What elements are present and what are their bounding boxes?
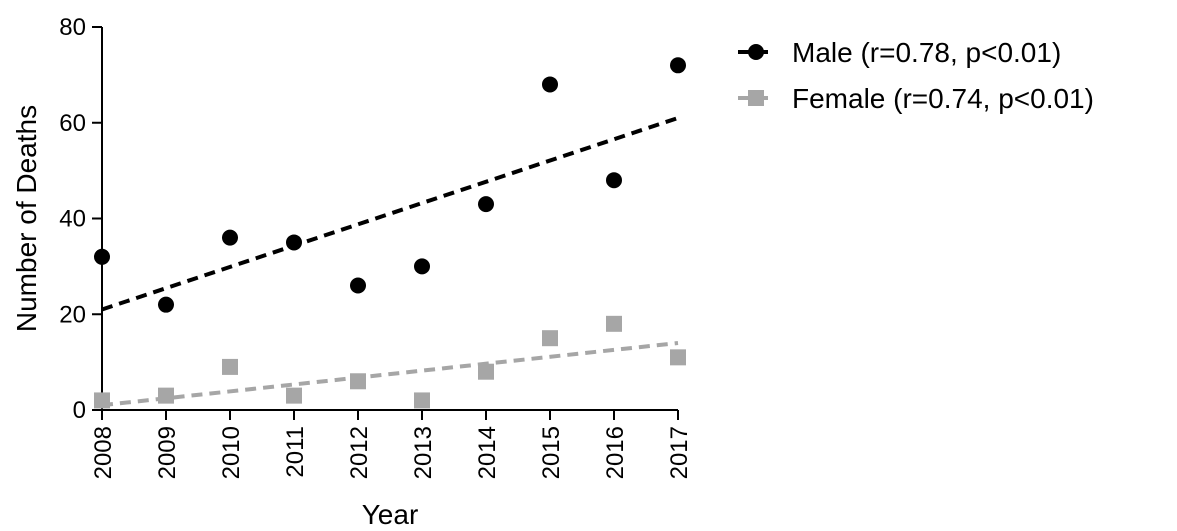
x-ticks: 2008 2009 2010 2011 2012 2013 2014 2015 2016 2017 <box>90 410 693 479</box>
male-point <box>542 76 558 93</box>
y-tick-label: 20 <box>59 301 86 328</box>
x-axis-title: Year <box>362 499 419 530</box>
female-point <box>94 392 110 409</box>
male-point <box>350 277 366 294</box>
male-point <box>286 234 302 251</box>
x-tick-label: 2009 <box>154 426 181 479</box>
female-point <box>286 387 302 404</box>
y-tick-label: 40 <box>59 206 86 233</box>
x-tick-label: 2017 <box>666 426 693 479</box>
x-tick-label: 2016 <box>602 426 629 479</box>
male-point <box>478 196 494 213</box>
x-tick-label: 2013 <box>410 426 437 479</box>
female-point <box>414 392 430 409</box>
data-points <box>94 57 686 409</box>
male-point <box>606 172 622 189</box>
female-point <box>542 330 558 347</box>
female-point <box>478 363 494 380</box>
female-point <box>606 315 622 332</box>
legend: Male (r=0.78, p<0.01) Female (r=0.74, p<0… <box>738 37 1094 114</box>
male-point <box>94 248 110 265</box>
female-legend-marker <box>748 90 764 106</box>
x-tick-label: 2011 <box>282 426 309 478</box>
female-point <box>670 349 686 366</box>
female-point <box>350 373 366 390</box>
y-axis-title: Number of Deaths <box>11 105 42 332</box>
x-tick-label: 2010 <box>218 426 245 479</box>
male-point <box>222 229 238 246</box>
x-tick-label: 2015 <box>538 426 565 479</box>
y-tick-label: 0 <box>73 397 86 424</box>
male-point <box>670 57 686 74</box>
male-legend-marker <box>748 44 764 60</box>
female-point <box>222 358 238 375</box>
female-legend-label: Female (r=0.74, p<0.01) <box>792 83 1094 114</box>
y-tick-label: 80 <box>59 14 86 41</box>
y-ticks: 0 20 40 60 80 <box>59 14 102 424</box>
male-point <box>414 258 430 275</box>
male-point <box>158 296 174 313</box>
x-tick-label: 2014 <box>474 426 501 479</box>
x-tick-label: 2012 <box>346 426 373 479</box>
female-trendline <box>101 340 679 408</box>
y-tick-label: 60 <box>59 110 86 137</box>
male-legend-label: Male (r=0.78, p<0.01) <box>792 37 1061 68</box>
male-trendline <box>101 116 679 312</box>
female-point <box>158 387 174 404</box>
x-tick-label: 2008 <box>90 426 117 479</box>
trendlines <box>101 116 679 408</box>
